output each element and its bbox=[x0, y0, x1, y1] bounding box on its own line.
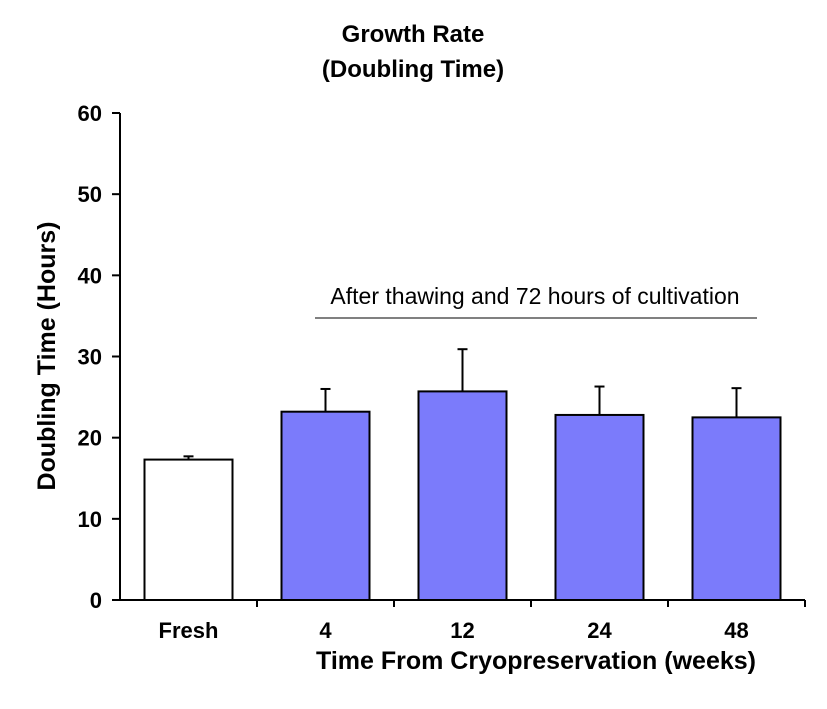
bar-24 bbox=[554, 413, 645, 601]
bar-4 bbox=[280, 410, 371, 601]
y-tick-group: 0 10 20 30 40 50 60 bbox=[78, 101, 120, 613]
bar-fresh bbox=[143, 458, 234, 601]
x-category-label: Fresh bbox=[159, 618, 219, 643]
y-tick-label: 60 bbox=[78, 101, 102, 126]
y-tick-label: 0 bbox=[90, 588, 102, 613]
error-bar-group bbox=[183, 348, 742, 460]
y-tick-label: 30 bbox=[78, 345, 102, 370]
annotation-text: After thawing and 72 hours of cultivatio… bbox=[330, 283, 739, 309]
x-category-label: 4 bbox=[319, 618, 332, 643]
chart-title-line1: Growth Rate bbox=[342, 21, 485, 48]
bar-12 bbox=[417, 390, 508, 601]
bar-48 bbox=[691, 416, 782, 601]
x-category-label: 48 bbox=[724, 618, 748, 643]
x-category-label: 12 bbox=[450, 618, 474, 643]
y-tick-label: 50 bbox=[78, 182, 102, 207]
x-category-group: Fresh 4 12 24 48 bbox=[159, 600, 806, 643]
x-axis-label: Time From Cryopreservation (weeks) bbox=[316, 647, 756, 675]
y-tick-label: 10 bbox=[78, 507, 102, 532]
x-category-label: 24 bbox=[587, 618, 612, 643]
y-tick-label: 40 bbox=[78, 263, 102, 288]
bar-group bbox=[143, 390, 782, 601]
y-tick-label: 20 bbox=[78, 426, 102, 451]
chart-title-line2: (Doubling Time) bbox=[322, 56, 504, 83]
y-axis-label: Doubling Time (Hours) bbox=[33, 222, 61, 491]
